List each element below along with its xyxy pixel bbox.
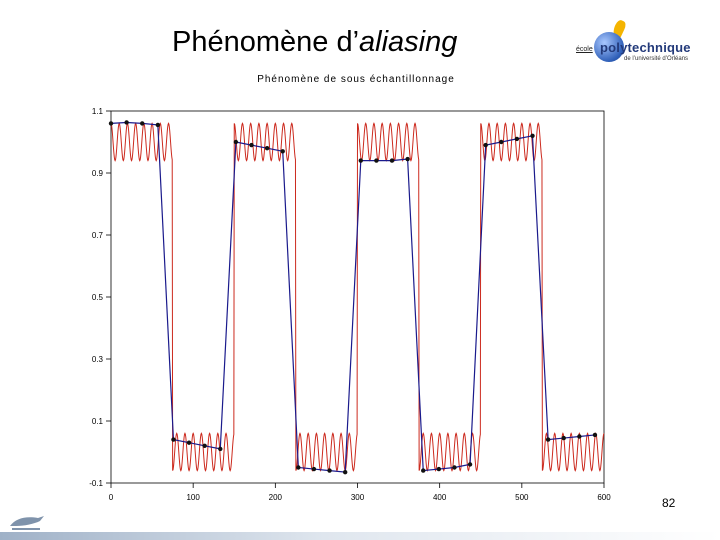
x-tick-label: 500	[515, 493, 529, 502]
sample-point	[374, 158, 379, 163]
globe-icon	[594, 32, 624, 62]
chart-title: Phénomène de sous échantillonnage	[257, 74, 455, 85]
sample-point	[405, 156, 410, 162]
sample-point	[358, 158, 363, 163]
sample-point	[249, 142, 254, 148]
sample-point	[545, 437, 551, 442]
y-tick-label: 0.3	[92, 355, 104, 364]
y-tick-label: 0.7	[92, 231, 104, 240]
sample-point	[530, 133, 535, 138]
logo-ecole: école	[576, 46, 593, 53]
sample-point	[264, 146, 270, 151]
x-tick-label: 300	[351, 493, 365, 502]
logo-subtitle: de l’université d’Orléans	[624, 56, 689, 62]
sample-point	[124, 120, 129, 125]
sample-point	[436, 466, 442, 472]
sample-point	[483, 142, 488, 148]
y-tick-label: -0.1	[89, 479, 103, 488]
sample-point	[592, 432, 598, 438]
sample-point	[561, 435, 566, 441]
polytechnique-logo: école polytechnique de l’université d’Or…	[572, 18, 691, 72]
sample-point	[233, 139, 239, 145]
x-tick-label: 400	[433, 493, 447, 502]
sample-point	[108, 121, 114, 126]
x-tick-label: 600	[597, 493, 611, 502]
sample-point	[296, 465, 301, 470]
slide-title-italic: aliasing	[359, 26, 458, 58]
sample-point	[467, 462, 473, 467]
sample-point	[514, 136, 520, 142]
sample-point	[389, 158, 395, 163]
y-tick-label: 0.9	[92, 169, 104, 178]
sample-point	[311, 466, 317, 472]
slide-title-regular: Phénomène d’	[172, 26, 360, 58]
bottom-band	[0, 532, 720, 540]
y-tick-label: 0.1	[92, 417, 104, 426]
sample-point	[140, 121, 145, 126]
sample-point	[421, 468, 426, 473]
sampled-signal-line	[110, 121, 596, 473]
sample-point	[280, 149, 285, 154]
sample-point	[186, 440, 192, 445]
x-tick-label: 100	[186, 493, 200, 502]
university-bird-icon	[10, 516, 44, 530]
sample-point	[327, 468, 332, 473]
sample-point	[452, 465, 457, 470]
sample-point	[171, 437, 176, 442]
logo-name: polytechnique	[600, 40, 691, 55]
sample-point	[155, 122, 161, 128]
x-tick-label: 200	[269, 493, 283, 502]
y-tick-label: 1.1	[92, 107, 104, 116]
sample-point	[577, 434, 582, 439]
y-tick-label: 0.5	[92, 293, 104, 302]
x-tick-label: 0	[109, 493, 114, 502]
sample-point	[342, 469, 348, 475]
page-number: 82	[662, 496, 676, 510]
sample-point	[202, 443, 207, 448]
sample-point	[218, 446, 223, 452]
slide-title: Phénomène d’aliasing	[172, 26, 457, 59]
sample-point	[499, 139, 504, 145]
continuous-signal-line	[110, 122, 605, 472]
